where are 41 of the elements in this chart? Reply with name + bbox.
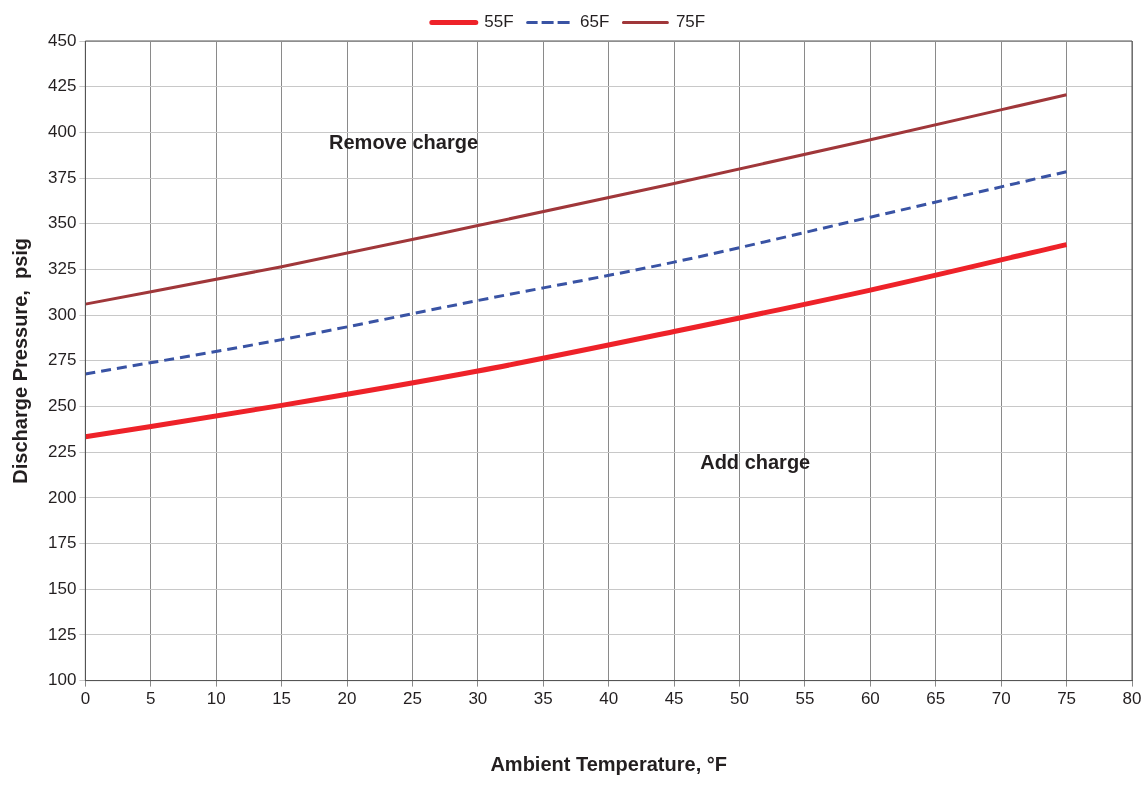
y-tick-label: 450 [47, 30, 77, 50]
y-tick-label: 375 [47, 167, 77, 187]
x-tick-label: 60 [860, 689, 880, 709]
y-tick-label: 400 [47, 122, 77, 142]
legend-label: 55F [484, 12, 514, 32]
y-tick-label: 425 [47, 76, 77, 96]
y-tick-label: 350 [47, 213, 77, 233]
x-tick-label: 50 [730, 689, 749, 709]
x-tick-label: 45 [664, 689, 684, 709]
x-axis-title: Ambient Temperature, °F [490, 752, 727, 775]
y-tick-label: 300 [47, 304, 77, 324]
x-tick-label: 80 [1122, 689, 1142, 709]
x-tick-label: 65 [926, 689, 946, 709]
line-series [85, 93, 1069, 306]
annotation: Remove charge [329, 130, 479, 153]
y-tick-label: 100 [47, 670, 77, 690]
x-tick-label: 25 [402, 689, 422, 709]
x-tick-label: 75 [1057, 689, 1077, 709]
y-tick-label: 250 [47, 396, 77, 416]
line-series [85, 170, 1069, 376]
x-tick-label: 10 [206, 689, 226, 709]
y-tick-label: 325 [47, 259, 77, 279]
y-tick-label: 175 [47, 533, 77, 553]
x-tick-label: 40 [599, 689, 619, 709]
annotation: Add charge [700, 451, 811, 474]
legend-label: 75F [675, 12, 706, 32]
x-tick-label: 70 [991, 689, 1011, 709]
x-tick-label: 5 [146, 689, 156, 709]
x-tick-label: 35 [533, 689, 553, 709]
x-tick-label: 15 [272, 689, 292, 709]
x-tick-label: 30 [468, 689, 488, 709]
x-tick-label: 20 [337, 689, 357, 709]
legend-label: 65F [580, 12, 610, 32]
x-tick-label: 55 [795, 689, 815, 709]
y-tick-label: 275 [47, 350, 77, 370]
y-axis-title: Discharge Pressure, psig [8, 237, 31, 484]
x-tick-label: 0 [80, 689, 91, 709]
y-tick-label: 200 [47, 487, 77, 507]
y-tick-label: 125 [47, 624, 77, 644]
y-tick-label: 150 [47, 578, 77, 598]
y-tick-label: 225 [47, 441, 77, 461]
